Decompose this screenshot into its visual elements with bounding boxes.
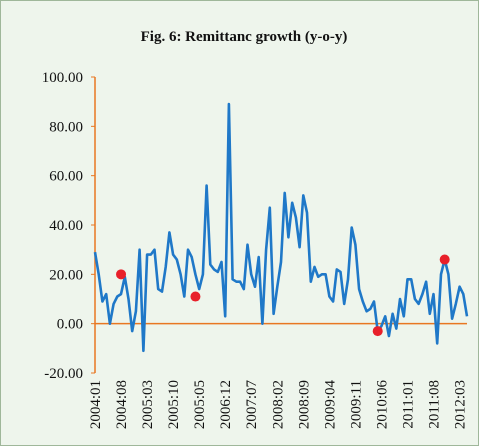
- x-tick-label: 2009:11: [348, 380, 364, 429]
- x-tick-label: 2010:06: [374, 380, 390, 430]
- x-tick-label: 2006:12: [218, 380, 234, 429]
- data-line: [93, 102, 469, 353]
- x-tick-label: 2007:07: [244, 380, 260, 430]
- x-tick-label: 2012:03: [453, 380, 469, 429]
- x-tick-label: 2005:10: [166, 380, 182, 429]
- y-tick-label: 100.00: [42, 70, 83, 86]
- y-tick-label: -20.00: [44, 366, 83, 382]
- data-point: [116, 269, 127, 280]
- y-tick-label: 40.00: [49, 218, 83, 234]
- x-tick-label: 2005:03: [140, 380, 156, 429]
- data-point: [372, 326, 383, 337]
- x-tick-label: 2005:05: [192, 380, 208, 429]
- y-tick-label: 60.00: [49, 169, 83, 185]
- x-tick-label: 2008:02: [270, 380, 286, 429]
- data-point: [439, 254, 450, 265]
- x-tick-label: 2008:09: [296, 380, 312, 429]
- x-tick-label: 2009:04: [322, 380, 338, 430]
- y-tick-label: 20.00: [49, 267, 83, 283]
- y-tick-label: 80.00: [49, 119, 83, 135]
- data-point: [190, 291, 201, 302]
- x-tick-label: 2004:01: [88, 380, 104, 429]
- x-tick-label: 2011:01: [400, 380, 416, 429]
- chart-title: Fig. 6: Remittanc growth (y-o-y): [141, 29, 348, 45]
- x-tick-label: 2011:08: [427, 380, 443, 429]
- x-tick-label: 2004:08: [114, 380, 130, 429]
- y-tick-label: 0.00: [57, 317, 83, 333]
